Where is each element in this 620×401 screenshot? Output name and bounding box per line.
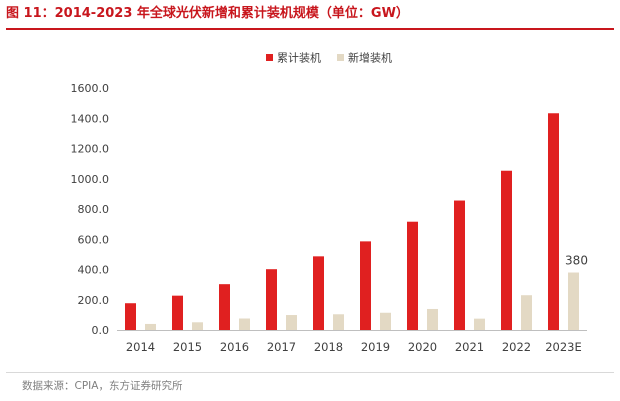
bar-new-2019 bbox=[380, 312, 391, 330]
bar-new-2021 bbox=[474, 318, 485, 330]
bar-new-2023E bbox=[568, 272, 579, 330]
x-tick-label: 2022 bbox=[502, 340, 531, 354]
bar-cumulative-2017 bbox=[266, 269, 277, 330]
bar-chart: 累计装机 新增装机 0.0 200.0 400.0 600.0 800.0 1000.0 12… bbox=[71, 51, 588, 355]
bar-cumulative-2022 bbox=[501, 170, 512, 330]
x-tick-label: 2015 bbox=[173, 340, 202, 354]
legend-label-1: 累计装机 bbox=[277, 51, 321, 65]
bar-series bbox=[125, 113, 579, 330]
footer-divider bbox=[6, 372, 614, 373]
x-tick-label: 2021 bbox=[455, 340, 484, 354]
x-tick-label: 2023E bbox=[545, 340, 582, 354]
bar-new-2016 bbox=[239, 318, 250, 330]
bar-cumulative-2018 bbox=[313, 256, 324, 330]
x-tick-label: 2014 bbox=[126, 340, 155, 354]
y-tick-label: 1400.0 bbox=[71, 112, 110, 125]
bar-cumulative-2019 bbox=[360, 241, 371, 330]
bar-new-2018 bbox=[333, 314, 344, 330]
bar-new-2020 bbox=[427, 308, 438, 330]
x-axis: 2014 2015 2016 2017 2018 2019 2020 2021 2022 2023… bbox=[117, 330, 587, 354]
x-tick-label: 2019 bbox=[361, 340, 390, 354]
bar-new-2022 bbox=[521, 295, 532, 330]
x-tick-label: 2017 bbox=[267, 340, 296, 354]
y-tick-label: 800.0 bbox=[78, 203, 110, 216]
x-tick-label: 2016 bbox=[220, 340, 249, 354]
figure-title: 图 11：2014-2023 年全球光伏新增和累计装机规模（单位：GW） bbox=[6, 6, 409, 21]
bar-cumulative-2015 bbox=[172, 295, 183, 330]
bar-new-2017 bbox=[286, 315, 297, 330]
y-tick-label: 1200.0 bbox=[71, 143, 110, 156]
bar-new-2014 bbox=[145, 323, 156, 330]
title-divider bbox=[6, 28, 614, 30]
y-axis: 0.0 200.0 400.0 600.0 800.0 1000.0 1200.0 1400.… bbox=[71, 82, 110, 337]
x-tick-label: 2018 bbox=[314, 340, 343, 354]
legend-swatch-2 bbox=[337, 54, 344, 61]
x-tick-label: 2020 bbox=[408, 340, 437, 354]
chart-legend: 累计装机 新增装机 bbox=[266, 51, 392, 65]
y-tick-label: 1000.0 bbox=[71, 173, 110, 186]
bar-cumulative-2021 bbox=[454, 200, 465, 330]
data-label: 380 bbox=[565, 254, 588, 268]
bar-new-2015 bbox=[192, 322, 203, 330]
y-tick-label: 0.0 bbox=[92, 324, 110, 337]
y-tick-label: 600.0 bbox=[78, 233, 110, 246]
y-tick-label: 1600.0 bbox=[71, 82, 110, 95]
bar-cumulative-2016 bbox=[219, 284, 230, 330]
legend-label-2: 新增装机 bbox=[348, 51, 392, 65]
legend-swatch-1 bbox=[266, 54, 273, 61]
bar-cumulative-2023E bbox=[548, 113, 559, 330]
bar-cumulative-2020 bbox=[407, 221, 418, 330]
y-tick-label: 200.0 bbox=[78, 294, 110, 307]
data-labels: 380 bbox=[565, 254, 588, 268]
y-tick-label: 400.0 bbox=[78, 264, 110, 277]
bar-cumulative-2014 bbox=[125, 303, 136, 330]
source-note: 数据来源：CPIA，东方证券研究所 bbox=[22, 380, 183, 392]
